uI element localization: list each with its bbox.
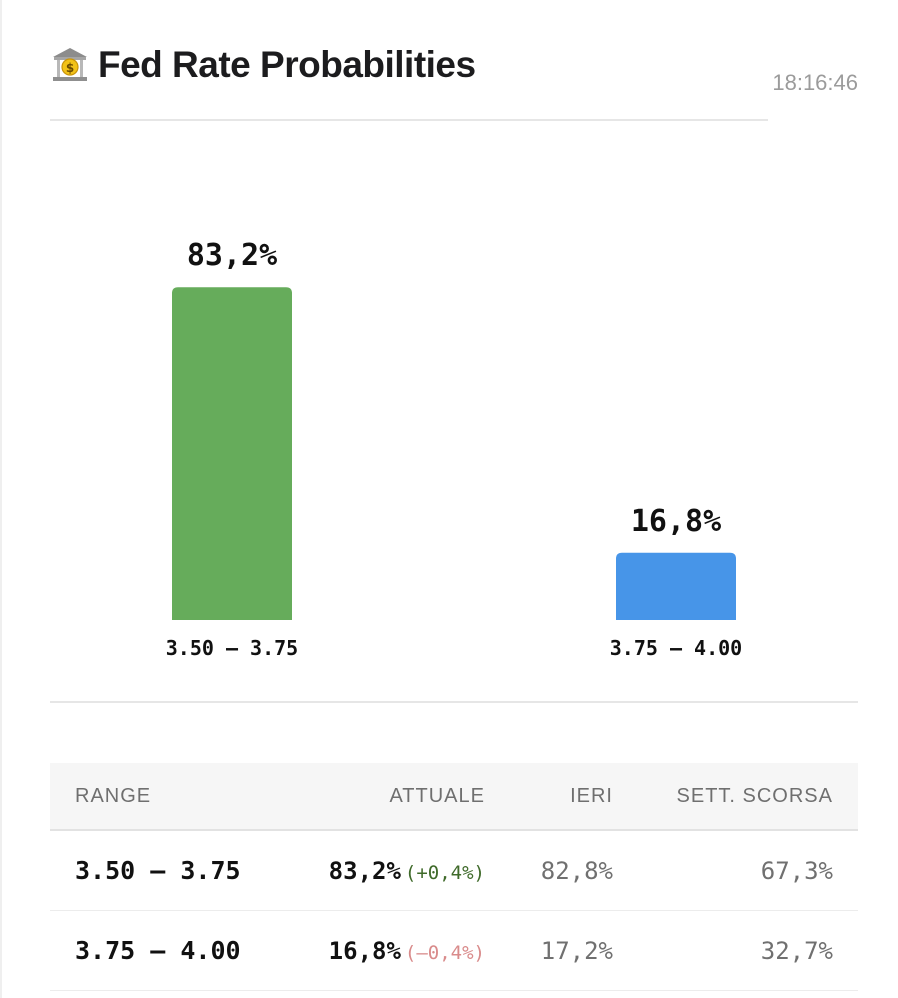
- cell-last-week: 32,7%: [760, 936, 833, 965]
- bar-category-label: 3.75 – 4.00: [610, 636, 742, 660]
- current-value: 83,2%: [328, 856, 401, 885]
- cell-current: 16,8% (–0,4%): [300, 937, 485, 965]
- panel-edge: [0, 0, 2, 998]
- table-row: 3.75 – 4.00 16,8% (–0,4%) 17,2% 32,7%: [50, 911, 858, 991]
- svg-text:$: $: [66, 61, 74, 75]
- bar-1: [616, 552, 736, 620]
- current-value: 16,8%: [328, 936, 401, 965]
- bank-icon: $: [50, 45, 90, 85]
- bar-category-label: 3.50 – 3.75: [166, 636, 298, 660]
- probability-table: RANGE ATTUALE IERI SETT. SCORSA 3.50 – 3…: [50, 763, 858, 991]
- timestamp: 18:16:46: [772, 70, 858, 95]
- delta-value: (+0,4%): [404, 861, 485, 884]
- table-header: RANGE ATTUALE IERI SETT. SCORSA: [50, 763, 858, 831]
- col-header-last-week: SETT. SCORSA: [676, 784, 833, 807]
- table-row: 3.50 – 3.75 83,2% (+0,4%) 82,8% 67,3%: [50, 831, 858, 911]
- title-text: Fed Rate Probabilities: [98, 44, 476, 85]
- header: $ Fed Rate Probabilities 18:16:46: [50, 44, 858, 124]
- cell-current: 83,2% (+0,4%): [300, 857, 485, 885]
- cell-yesterday: 82,8%: [540, 856, 613, 885]
- bar-value-label: 83,2%: [187, 238, 277, 273]
- probability-chart: 83,2% 3.50 – 3.75 16,8% 3.75 – 4.00: [0, 130, 898, 690]
- col-header-range: RANGE: [75, 784, 152, 807]
- header-divider: [50, 119, 768, 121]
- bar-0: [172, 287, 292, 620]
- section-divider: [50, 701, 858, 703]
- delta-value: (–0,4%): [404, 941, 485, 964]
- chart-svg: 83,2% 3.50 – 3.75 16,8% 3.75 – 4.00: [166, 238, 742, 660]
- col-header-current: ATTUALE: [389, 784, 485, 807]
- cell-range: 3.50 – 3.75: [75, 856, 241, 885]
- cell-last-week: 67,3%: [760, 856, 833, 885]
- col-header-yesterday: IERI: [570, 784, 613, 807]
- page-title: $ Fed Rate Probabilities: [50, 44, 476, 86]
- bar-value-label: 16,8%: [631, 504, 721, 539]
- cell-range: 3.75 – 4.00: [75, 936, 241, 965]
- cell-yesterday: 17,2%: [540, 936, 613, 965]
